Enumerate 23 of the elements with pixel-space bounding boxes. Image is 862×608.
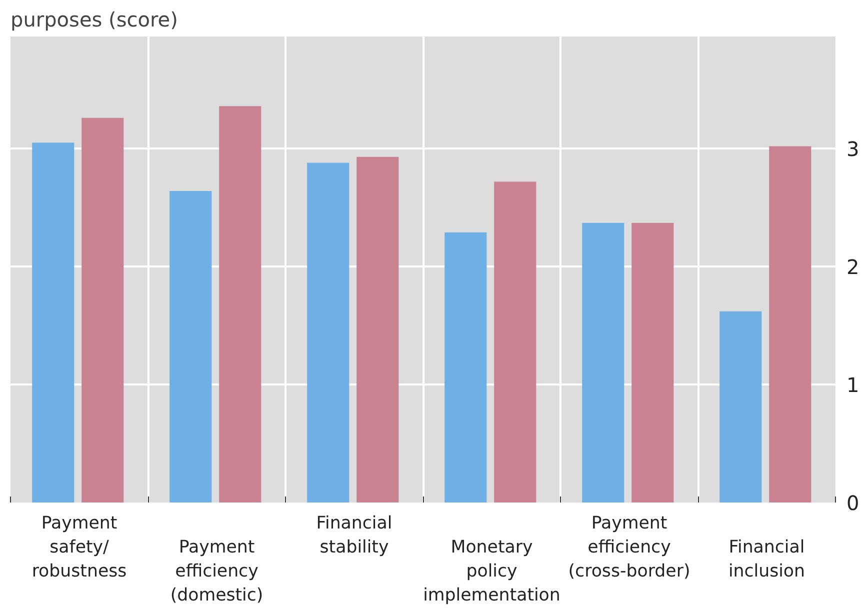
bar [632,222,674,502]
y-tick-label: 2 [846,255,860,280]
y-tick-label: 1 [846,373,860,398]
chart-title: purposes (score) [10,8,178,32]
bar [444,232,487,502]
x-tick-label: Payment efficiency (cross-border) [568,514,690,582]
x-tick-label: Payment safety/ robustness [32,514,127,582]
bar [82,118,124,502]
bar [170,191,212,502]
bar [582,222,624,502]
x-tick-label: Financial stability [316,514,392,558]
bar [720,311,762,502]
bar [356,156,399,502]
y-tick-label: 0 [846,491,860,515]
x-tick-label: Financial inclusion [728,538,806,582]
bar [307,162,350,502]
bar [769,146,812,502]
bar [494,182,536,502]
x-tick-label: Payment efficiency (domestic) [170,538,264,606]
bar [32,142,74,502]
y-tick-label: 3 [846,137,860,162]
bar [219,106,262,502]
x-tick-label: Monetary policy implementation [423,538,560,606]
